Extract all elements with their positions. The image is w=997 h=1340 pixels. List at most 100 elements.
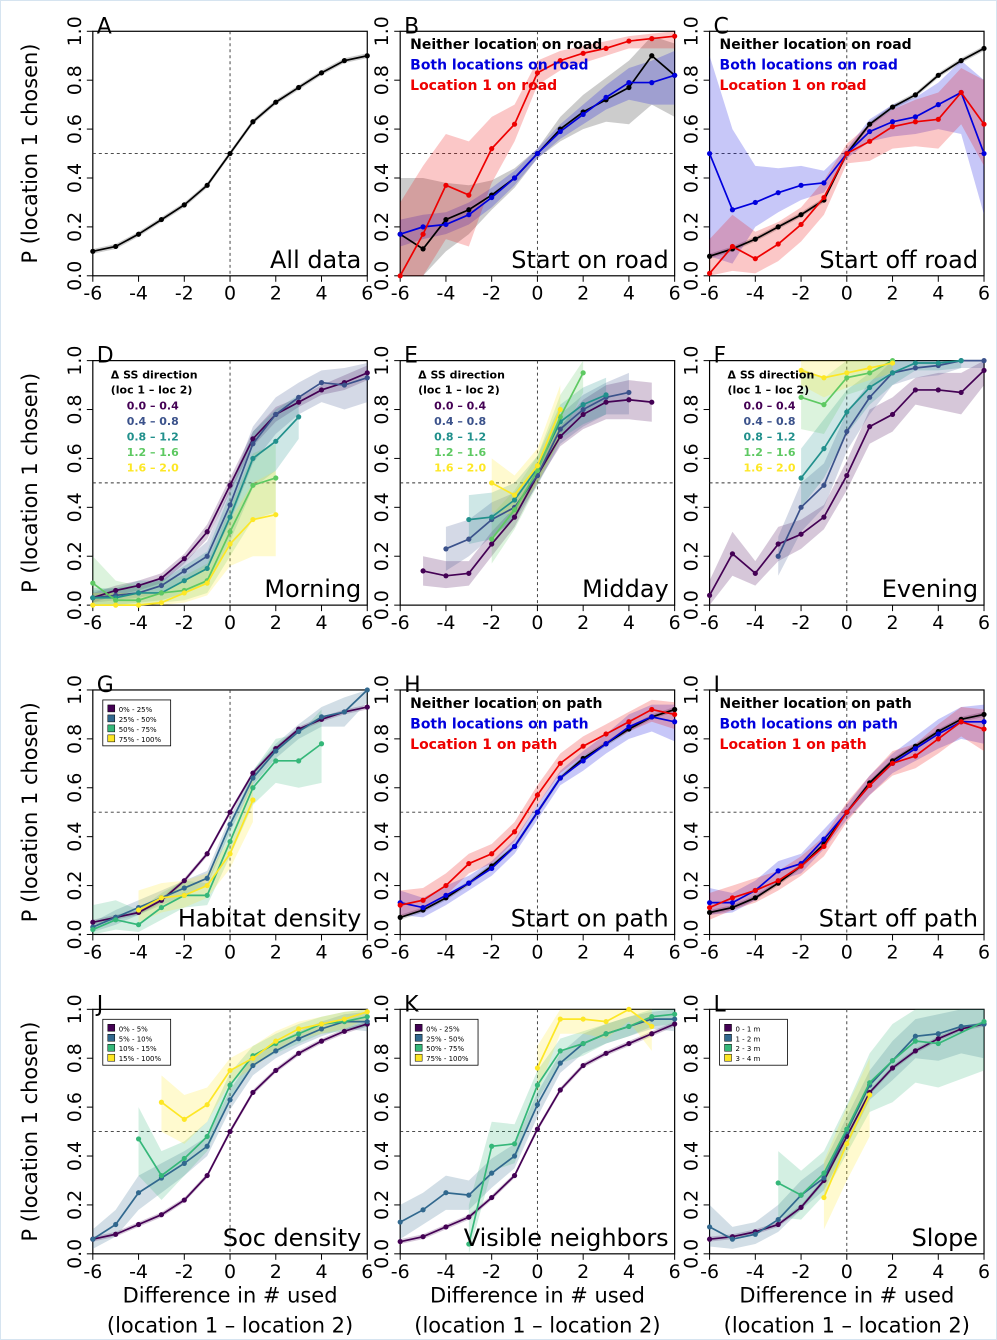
data-point <box>844 472 850 479</box>
x-tick-label: 4 <box>932 283 944 305</box>
data-point <box>534 1102 541 1108</box>
y-tick-label: 1.0 <box>64 675 86 705</box>
x-tick-label: 2 <box>887 941 899 963</box>
data-point <box>798 394 804 400</box>
data-point <box>775 541 781 547</box>
data-point <box>935 736 941 742</box>
data-point <box>580 1040 586 1047</box>
x-tick-label: 4 <box>623 941 635 963</box>
confidence-band-2 <box>92 394 299 606</box>
data-point <box>250 1055 256 1061</box>
data-point <box>889 1058 896 1064</box>
data-point <box>981 726 987 732</box>
data-point <box>397 1239 403 1245</box>
x-tick-label: -6 <box>83 941 102 963</box>
panel-letter: J <box>95 992 103 1017</box>
data-point <box>626 1023 632 1030</box>
data-point <box>364 1009 370 1015</box>
y-tick-label: 0.0 <box>681 261 703 291</box>
x-tick-label: -2 <box>792 283 811 305</box>
data-point <box>603 1031 609 1037</box>
confidence-band-3 <box>138 777 253 923</box>
data-point <box>90 595 96 601</box>
data-point <box>649 80 655 86</box>
confidence-band-3 <box>537 1009 652 1093</box>
data-point <box>935 731 941 737</box>
data-point <box>844 809 850 815</box>
panel-letter: F <box>714 344 727 369</box>
data-point <box>603 45 609 51</box>
legend-swatch <box>107 1043 116 1052</box>
data-point <box>649 36 655 42</box>
data-point <box>844 409 850 415</box>
y-tick-label: 0.2 <box>371 870 393 900</box>
data-point <box>798 863 804 869</box>
data-point <box>557 433 563 440</box>
panel-c: -6 -4 -2 0 2 4 6 0.0 0.2 0.4 0.6 0.8 1.0 C Start off r… <box>681 14 990 304</box>
legend-entry: 0.0 – 0.4 <box>434 400 486 413</box>
data-point <box>706 1236 713 1242</box>
data-point <box>912 92 919 98</box>
panel-letter: K <box>404 992 419 1017</box>
legend-swatch <box>107 1034 116 1042</box>
data-point <box>557 1016 563 1022</box>
confidence-band-3 <box>92 443 276 606</box>
data-point <box>250 119 256 125</box>
confidence-band-2 <box>138 1009 368 1201</box>
data-point <box>250 1089 256 1096</box>
y-tick-label: 0.4 <box>64 1141 86 1171</box>
data-point <box>821 514 827 520</box>
data-point <box>204 1143 210 1149</box>
series-line-2 <box>92 416 300 599</box>
data-point <box>935 1040 941 1047</box>
data-point <box>250 436 256 442</box>
data-point <box>135 590 142 596</box>
data-point <box>557 58 563 64</box>
legend-entry: 1.6 – 2.0 <box>434 461 486 474</box>
panel-label: Slope <box>912 1224 978 1252</box>
data-point <box>775 878 781 884</box>
data-point <box>397 273 403 279</box>
x-tick-label: -6 <box>83 283 102 305</box>
data-point <box>318 1038 325 1044</box>
data-point <box>672 1011 678 1017</box>
y-tick-label: 0.8 <box>371 724 393 754</box>
data-point <box>227 482 233 488</box>
data-point <box>603 392 609 398</box>
legend-entry: 50% - 75% <box>119 726 157 734</box>
y-tick-label: 0.8 <box>681 65 703 95</box>
x-axis-title-line1: Difference in # used <box>739 1284 954 1308</box>
data-point <box>798 182 804 188</box>
panel-letter: H <box>404 673 421 698</box>
x-tick-label: -6 <box>700 1261 719 1283</box>
data-point <box>489 194 495 201</box>
data-point <box>135 231 142 237</box>
data-point <box>798 1192 804 1198</box>
data-point <box>420 1234 426 1240</box>
data-point <box>603 399 609 405</box>
data-point <box>672 706 678 713</box>
panel-label: Start on path <box>511 904 669 932</box>
data-point <box>649 53 655 59</box>
data-point <box>227 529 233 535</box>
data-point <box>981 358 987 364</box>
x-tick-label: 2 <box>887 283 899 305</box>
data-point <box>318 387 325 393</box>
data-point <box>466 207 472 213</box>
y-tick-label: 0.4 <box>681 1141 703 1171</box>
x-tick-label: 0 <box>841 283 853 305</box>
data-point <box>489 541 495 547</box>
x-tick-label: 2 <box>887 1261 899 1283</box>
data-point <box>649 714 655 720</box>
data-point <box>821 402 827 408</box>
x-axis-titles: Difference in # used (location 1 – locati… <box>107 1284 970 1338</box>
y-tick-label: 0.4 <box>64 492 86 522</box>
data-point <box>135 597 142 603</box>
panel-label: Start off path <box>819 904 978 932</box>
y-tick-label: 0.2 <box>64 1190 86 1220</box>
legend-entry: Both locations on path <box>720 716 898 732</box>
data-point <box>420 246 426 252</box>
data-point <box>889 760 896 766</box>
data-point <box>489 514 495 520</box>
